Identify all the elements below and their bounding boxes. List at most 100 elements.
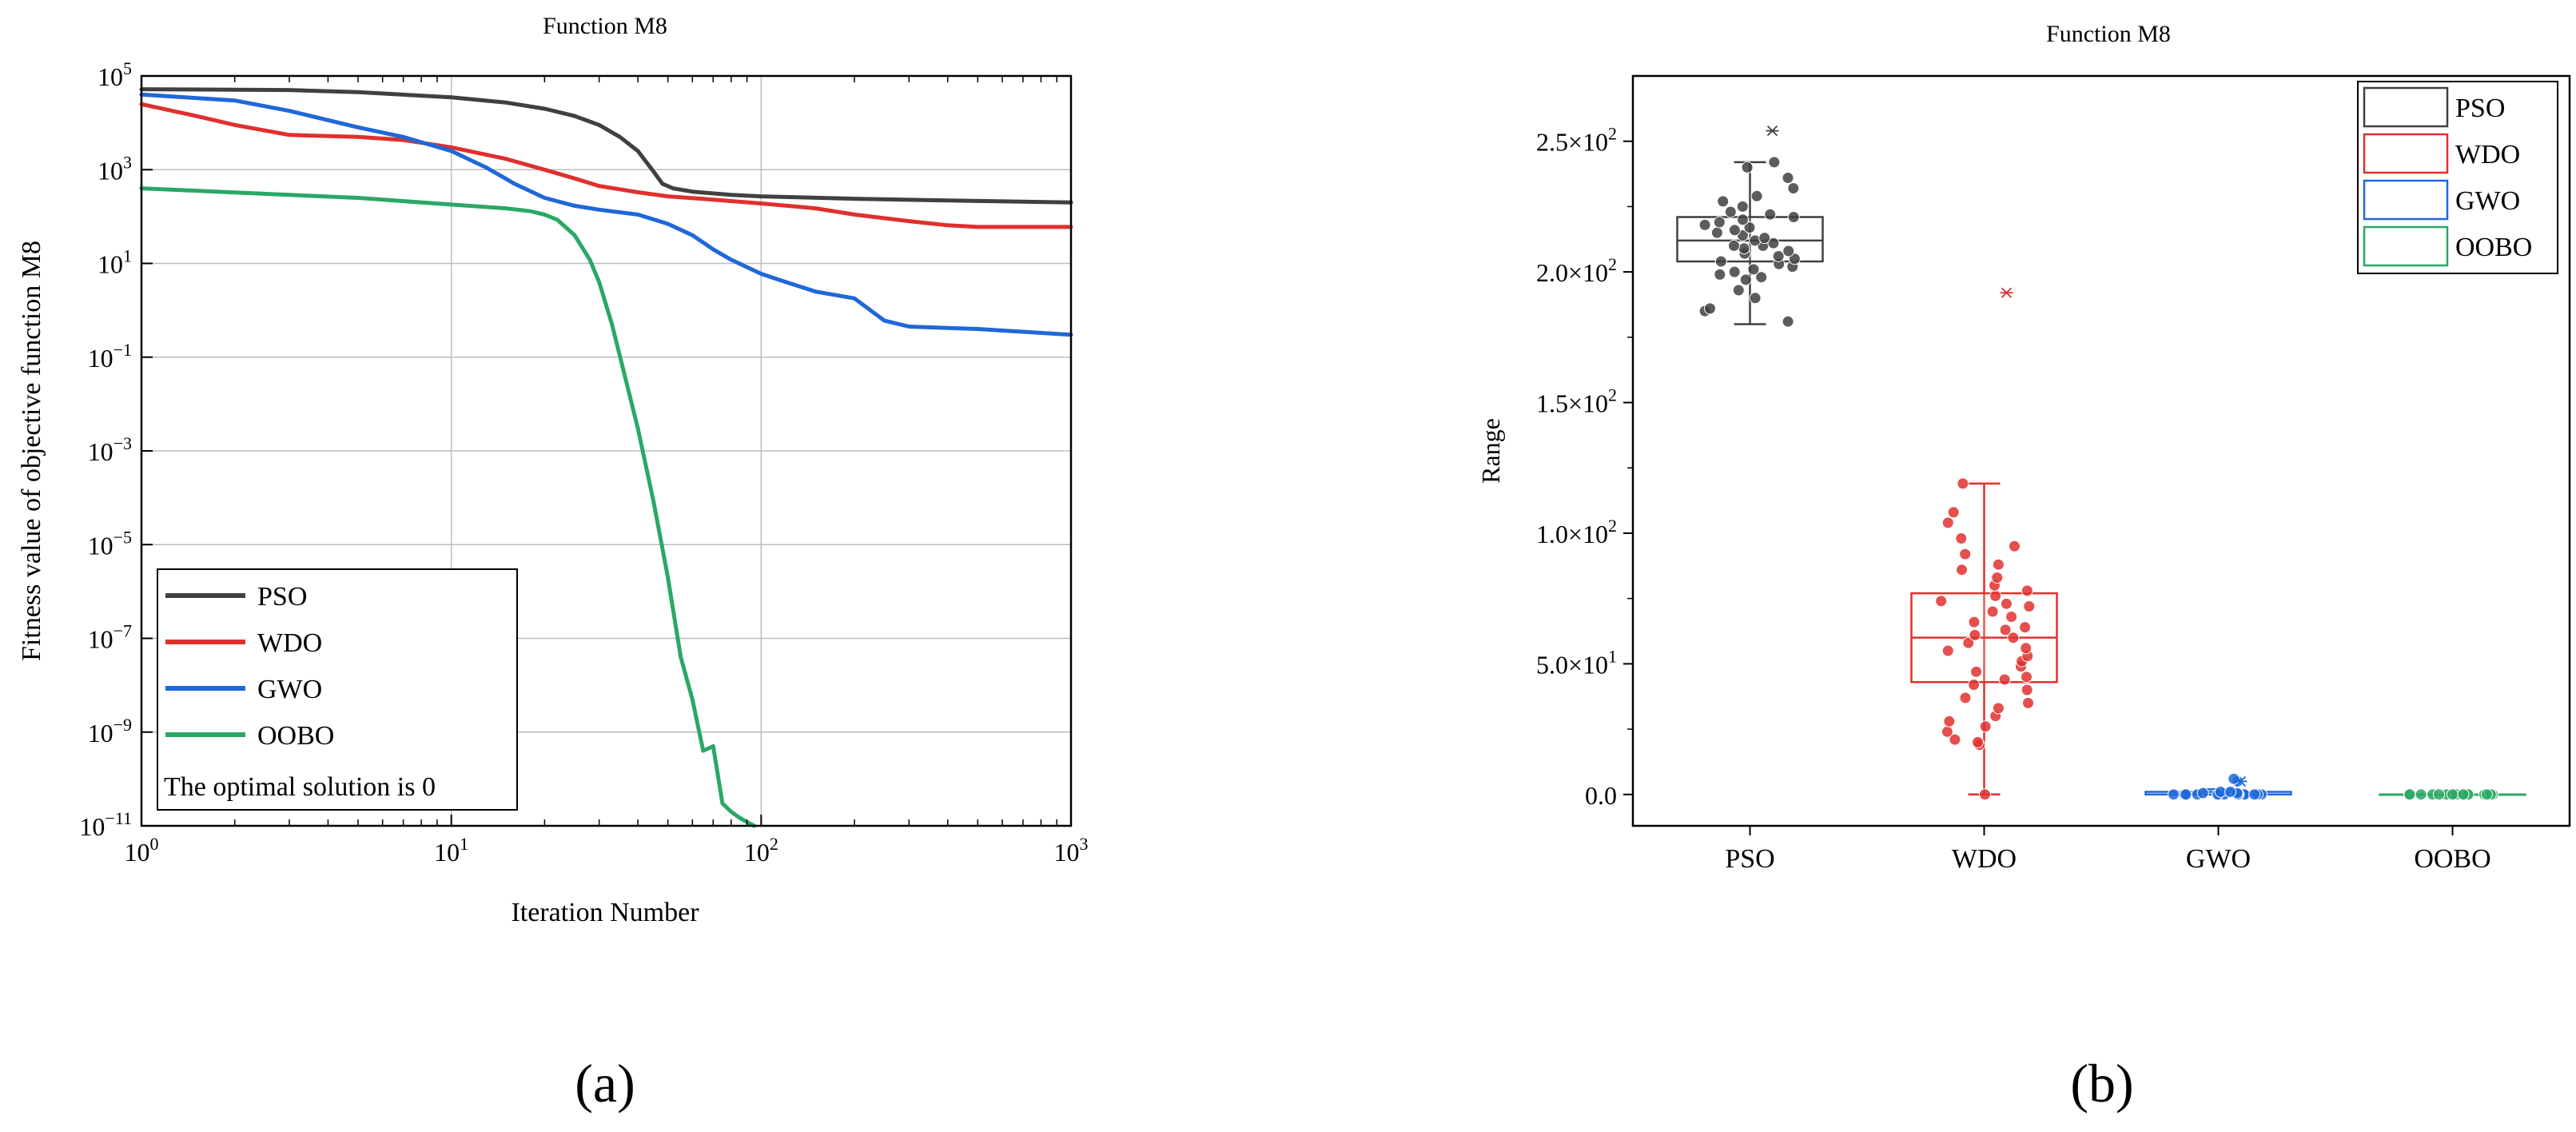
chart-b-x-ticks: PSO WDO GWO OOBO [1725,826,2491,874]
chart-b-y-tick-label: 1.0×102 [1536,516,1617,548]
chart-b-x-tick-label: PSO [1725,844,1774,874]
chart-a-x-tick-label: 103 [1054,834,1089,867]
box-point-pso [1788,253,1801,265]
chart-b-plot-frame [1631,74,2571,827]
box-outlier-pso [1766,125,1779,137]
box-point-wdo [1970,665,1983,678]
box-point-pso [1713,216,1726,229]
legend-a-label-wdo: WDO [257,628,322,658]
legend-b-swatch-gwo [2363,179,2449,221]
box-point-pso [1750,189,1763,202]
box-point-wdo [1999,624,2012,636]
convergence-chart: Function M8 100 101 102 103 10−1110−910−710… [17,13,1089,927]
chart-a-title: Function M8 [543,13,667,39]
chart-b-x-tick-label: GWO [2186,844,2251,874]
box-point-oobo [2480,788,2493,801]
chart-b-x-tick-label: OOBO [2414,844,2490,874]
box-point-gwo [2180,788,2192,801]
chart-a-x-label: Iteration Number [511,898,699,927]
box-point-oobo [2457,788,2470,801]
box-point-wdo [1979,720,1992,733]
box-point-wdo [1991,572,2004,584]
box-point-pso [1764,208,1777,221]
box-point-wdo [2023,600,2036,612]
box-point-pso [1767,237,1780,249]
chart-b-y-ticks: 0.0 5.0×101 1.0×102 1.5×102 2.0×102 2.5×102 [1536,124,1633,810]
box-point-wdo [1992,558,2005,571]
box-point-pso [1772,250,1785,262]
box-point-pso [1768,156,1781,169]
series-line-wdo [139,102,1073,229]
box-point-gwo [2168,788,2180,801]
box-point-pso [1747,263,1760,276]
chart-b-y-tick-label: 2.0×102 [1536,254,1617,287]
chart-b-y-label: Range [1476,418,1505,484]
legend-b-label-gwo: GWO [2455,186,2520,216]
panel-a-label: (a) [575,1053,635,1114]
box-point-wdo [1998,673,2011,686]
chart-a-y-tick-label: 10−3 [88,433,132,466]
box-point-wdo [2005,611,2018,623]
box-point-wdo [1986,605,1999,618]
chart-b-legend-box [2357,81,2558,274]
box-point-pso [1710,226,1723,239]
chart-a-series [139,87,1073,828]
chart-b-y-tick-label: 2.5×102 [1536,124,1617,157]
chart-b-legend: PSO WDO GWO OOBO [2357,81,2558,274]
box-point-pso [1714,268,1726,281]
box-point-wdo [1962,636,1975,649]
box-point-pso [1738,242,1750,255]
chart-a-y-tick-label: 103 [98,152,132,185]
box-point-pso [1782,245,1795,257]
box-point-pso [1787,211,1800,223]
box-point-wdo [1959,548,1972,560]
box-point-wdo [1941,516,1954,529]
box-point-wdo [2021,684,2033,696]
box-point-wdo [1969,628,1981,641]
box-point-wdo [1949,733,1961,746]
chart-a-y-tick-label: 105 [98,58,132,91]
box-outlier-wdo [2000,287,2013,298]
box-point-wdo [1979,788,1991,801]
chart-a-y-tick-label: 101 [98,246,132,279]
box-point-pso [1728,239,1740,252]
box-point-wdo [2019,621,2032,634]
box-point-wdo [1935,595,1948,608]
box-point-pso [1728,224,1741,237]
box-point-wdo [2020,642,2033,655]
chart-a-y-tick-label: 10−5 [88,527,132,560]
legend-a-label-oobo: OOBO [257,721,334,751]
box-point-wdo [1992,702,2005,715]
legend-b-swatch-pso [2363,86,2449,128]
box-point-wdo [1968,616,1981,628]
box-point-wdo [1957,477,1969,490]
box-point-wdo [2021,671,2033,684]
chart-a-legend: PSO WDO GWO OOBO The optimal solution is… [157,568,518,811]
legend-b-label-wdo: WDO [2455,140,2520,169]
chart-a-annotation: The optimal solution is 0 [164,772,436,802]
box-point-pso [1782,172,1794,184]
chart-b-y-tick-label: 1.5×102 [1536,385,1617,418]
chart-a-y-tick-label: 10−11 [79,808,132,841]
box-point-wdo [1959,692,1972,704]
box-point-wdo [2000,597,2013,610]
chart-b-y-tick-label: 0.0 [1585,781,1617,810]
legend-b-label-oobo: OOBO [2455,233,2532,262]
box-point-pso [1732,284,1745,297]
box-point-pso [1704,302,1716,315]
box-point-wdo [1941,644,1954,657]
box-point-pso [1728,265,1741,278]
box-point-gwo [2196,787,2209,799]
chart-a-y-label: Fitness value of objective function M8 [17,241,46,661]
box-point-wdo [1972,735,1984,748]
box-point-oobo [2403,788,2416,801]
box-point-pso [1724,205,1737,218]
box-point-oobo [2447,788,2459,801]
legend-b-swatch-wdo [2363,133,2449,174]
box-point-oobo [2433,788,2445,801]
box-point-wdo [1955,532,1968,544]
box-point-wdo [1968,679,1981,691]
box-point-pso [1714,255,1727,268]
chart-a-y-ticks: 10−11 10−9 10−7 10−5 10−3 10−1 101 103 105 [79,58,153,841]
box-point-pso [1758,232,1771,245]
